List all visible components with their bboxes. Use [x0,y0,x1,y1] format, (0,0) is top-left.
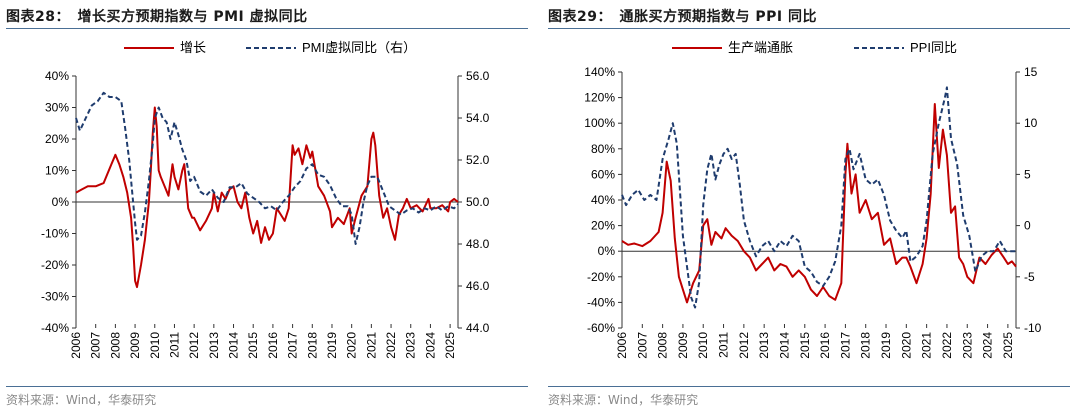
x-tick-label: 2022 [384,332,398,359]
x-tick-label: 2006 [615,332,629,359]
x-tick-label: 2023 [960,332,974,359]
x-tick-label: 2016 [818,332,832,359]
x-tick-label: 2024 [981,332,995,359]
title-rule [548,28,1070,29]
y-left-tick-label: 20% [45,132,69,146]
y-left-tick-label: -10% [41,227,69,241]
x-tick-label: 2017 [838,332,852,359]
x-tick-label: 2009 [676,332,690,359]
title-rule [6,28,528,29]
chart-panel-right: 图表29： 通胀买方预期指数与 PPI 同比 -60% -40% -20% 0% 20%… [548,0,1078,412]
y-left-tick-label: -60% [587,321,615,335]
x-tick-label: 2019 [325,332,339,359]
series-line-left [75,106,459,289]
x-tick-label: 2013 [757,332,771,359]
chart-right: -60% -40% -20% 0% 20% 40% 60% 80% 100% 120% 140% -1… [584,40,1042,359]
x-tick-label: 2007 [635,332,649,359]
x-tick-label: 2011 [167,332,181,358]
x-tick-label: 2022 [940,332,954,359]
x-tick-label: 2015 [246,332,260,359]
x-tick-label: 2017 [286,332,300,359]
legend-label: PPI同比 [910,40,957,55]
x-tick-label: 2024 [423,332,437,359]
x-tick-label: 2018 [305,332,319,359]
source-note: 资料来源：Wind，华泰研究 [6,393,157,407]
y-right-tick-label: 44.0 [466,321,490,335]
x-tick-label: 2025 [1001,332,1015,359]
y-left-tick-label: 10% [45,164,69,178]
x-tick-label: 2021 [364,332,378,359]
y-left-tick-label: 40% [45,69,69,83]
y-left-tick-label: 0% [598,244,616,258]
y-left-tick-label: -20% [41,258,69,272]
x-tick-label: 2010 [148,332,162,359]
x-tick-label: 2007 [89,332,103,359]
figure-title: 图表28： 增长买方预期指数与 PMI 虚拟同比 [6,9,308,25]
y-right-tick-label: 50.0 [466,195,490,209]
y-left-tick-label: -20% [587,270,615,284]
legend-label: 生产端通胀 [728,40,793,55]
x-tick-label: 2009 [128,332,142,359]
y-right-tick-label: -10 [1024,321,1042,335]
y-right-tick-label: 56.0 [466,69,490,83]
x-tick-label: 2023 [404,332,418,359]
source-rule [6,386,528,387]
y-left-tick-label: 100% [584,116,615,130]
legend-label: PMI虚拟同比（右） [302,40,416,55]
x-tick-label: 2014 [227,332,241,359]
y-right-tick-label: 48.0 [466,237,490,251]
x-tick-label: 2021 [920,332,934,359]
y-right-tick-label: 54.0 [466,111,490,125]
y-left-tick-label: -40% [41,321,69,335]
x-tick-label: 2008 [656,332,670,359]
figure-title: 图表29： 通胀买方预期指数与 PPI 同比 [548,9,817,25]
y-left-tick-label: 0% [52,195,70,209]
y-right-tick-label: 52.0 [466,153,490,167]
x-tick-label: 2016 [266,332,280,359]
x-tick-label: 2014 [777,332,791,359]
y-right-tick-label: 15 [1024,65,1038,79]
y-left-tick-label: 120% [584,91,615,105]
source-note: 资料来源：Wind，华泰研究 [548,393,699,407]
x-tick-label: 2012 [737,332,751,359]
x-tick-label: 2025 [443,332,457,359]
y-right-tick-label: 10 [1024,116,1038,130]
chart-left: -40% -30% -20% -10% 0% 10% 20% 30% 40% 44.0 46.0 48… [41,40,490,359]
y-right-tick-label: 46.0 [466,279,490,293]
x-tick-label: 2013 [207,332,221,359]
y-right-tick-label: 5 [1024,167,1031,181]
x-tick-label: 2019 [879,332,893,359]
y-right-tick-label: -5 [1024,270,1035,284]
y-left-tick-label: -40% [587,295,615,309]
y-left-tick-label: 40% [591,193,615,207]
y-left-tick-label: 60% [591,167,615,181]
x-tick-label: 2018 [859,332,873,359]
y-left-tick-label: 20% [591,219,615,233]
y-left-tick-label: 30% [45,101,69,115]
legend-label: 增长 [180,40,206,55]
x-tick-label: 2020 [345,332,359,359]
x-tick-label: 2011 [717,332,731,358]
series-line-right [75,91,459,245]
source-rule [548,386,1070,387]
x-tick-label: 2006 [69,332,83,359]
series-line-right [621,86,1016,309]
x-tick-label: 2020 [899,332,913,359]
x-tick-label: 2012 [187,332,201,359]
y-left-tick-label: 80% [591,142,615,156]
x-tick-label: 2015 [798,332,812,359]
y-left-tick-label: -30% [41,290,69,304]
y-left-tick-label: 140% [584,65,615,79]
chart-panel-left: 图表28： 增长买方预期指数与 PMI 虚拟同比 -40% -30% -20% -10… [6,0,536,412]
y-right-tick-label: 0 [1024,219,1031,233]
x-tick-label: 2010 [696,332,710,359]
x-tick-label: 2008 [108,332,122,359]
